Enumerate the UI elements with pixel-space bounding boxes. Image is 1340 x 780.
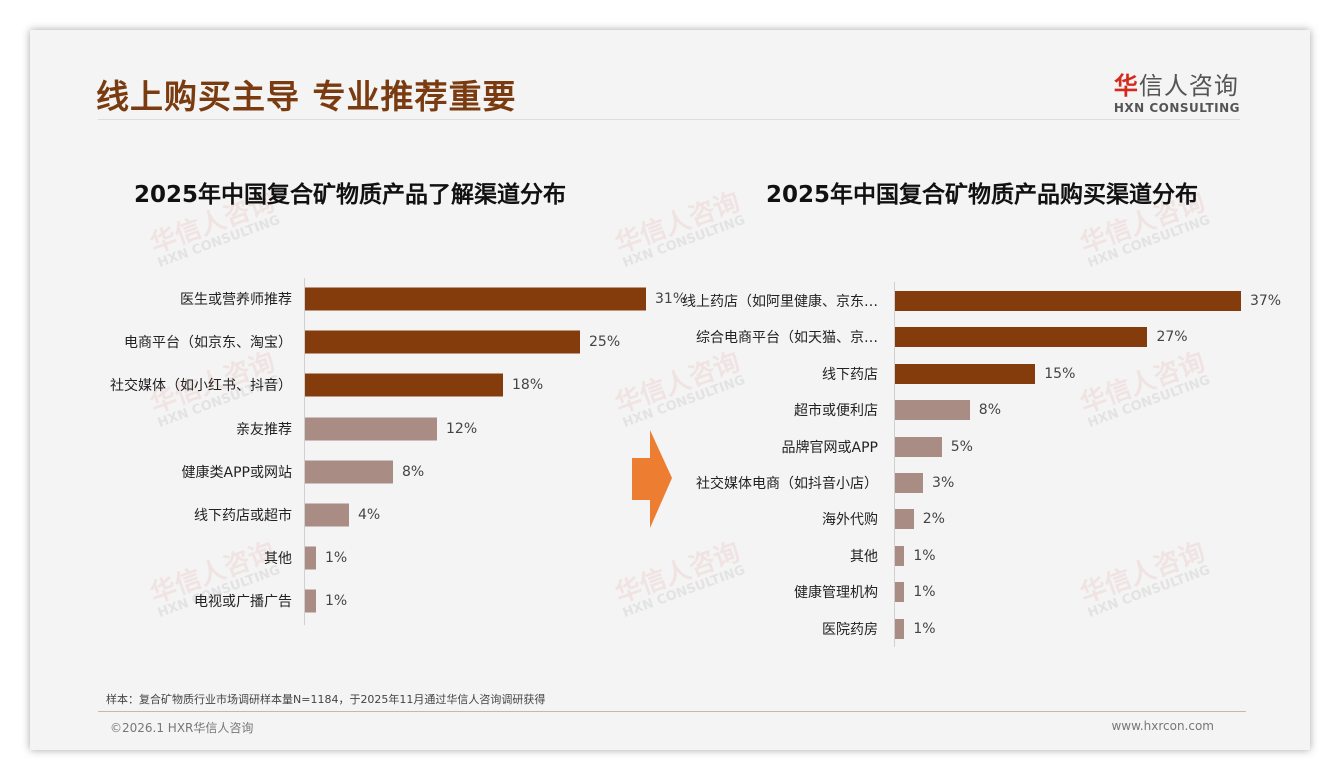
page-title: 线上购买主导 专业推荐重要 (96, 77, 517, 116)
category-label: 亲友推荐 (236, 421, 292, 438)
bar (305, 503, 349, 527)
bar (305, 417, 437, 441)
website-link[interactable]: www.hxrcon.com (1111, 719, 1214, 733)
slide: 华信人咨询 HXN CONSULTING 华信人咨询 HXN CONSULTING 华信… (30, 30, 1310, 750)
category-label: 线上药店（如阿里健康、京东… (682, 294, 878, 310)
value-label: 31% (655, 291, 687, 307)
value-label: 1% (913, 584, 936, 601)
value-label: 3% (932, 475, 955, 491)
category-label: 健康类APP或网站 (181, 464, 292, 481)
category-label: 医院药房 (822, 621, 878, 638)
bar (305, 330, 580, 354)
value-label: 1% (913, 620, 936, 637)
bar (895, 400, 970, 421)
value-label: 8% (402, 463, 425, 480)
bar (895, 618, 905, 639)
y-axis-line (894, 282, 895, 647)
bar (305, 460, 393, 484)
watermark: 华信人咨询 HXN CONSULTING (1076, 347, 1213, 431)
bar (895, 473, 924, 493)
value-label: 12% (446, 420, 478, 437)
category-label: 电商平台（如京东、淘宝） (124, 335, 292, 352)
logo: 华信人咨询 HXN CONSULTING (1114, 66, 1240, 115)
category-label: 其他 (850, 548, 878, 565)
category-label: 电视或广播广告 (194, 594, 292, 611)
footer-divider (98, 711, 1246, 712)
bar (895, 509, 914, 530)
logo-cn-red: 华 (1113, 72, 1139, 100)
bar (895, 545, 905, 566)
value-label: 2% (922, 511, 945, 528)
bar (895, 436, 942, 457)
category-label: 健康管理机构 (794, 585, 878, 602)
category-label: 线下药店 (822, 366, 878, 383)
logo-cn: 信人咨询 (1138, 72, 1239, 100)
header-divider (98, 119, 1240, 120)
category-label: 海外代购 (822, 512, 878, 529)
category-label: 医生或营养师推荐 (180, 292, 292, 308)
bar (895, 327, 1148, 348)
value-label: 8% (978, 402, 1002, 419)
bar (305, 287, 646, 311)
left-chart-title: 2025年中国复合矿物质产品了解渠道分布 (133, 182, 567, 208)
value-label: 18% (512, 377, 544, 394)
bar (305, 546, 316, 570)
category-label: 综合电商平台（如天猫、京… (696, 330, 878, 347)
watermark: 华信人咨询 HXN CONSULTING (611, 187, 748, 271)
logo-en: HXN CONSULTING (1113, 101, 1240, 115)
watermark: 华信人咨询 HXN CONSULTING (611, 347, 748, 431)
category-label: 其他 (264, 551, 292, 568)
bar (305, 589, 316, 613)
bar (895, 363, 1036, 384)
value-label: 5% (950, 438, 973, 455)
bar (305, 373, 503, 397)
category-label: 品牌官网或APP (781, 439, 878, 456)
watermark: 华信人咨询 HXN CONSULTING (611, 537, 748, 621)
value-label: 1% (325, 550, 348, 567)
copyright: ©2026.1 HXR华信人咨询 (110, 721, 254, 735)
y-axis-line (304, 278, 305, 625)
category-label: 社交媒体电商（如抖音小店） (696, 476, 878, 492)
bar (895, 291, 1241, 311)
watermark: 华信人咨询 HXN CONSULTING (1076, 537, 1213, 621)
bar (895, 582, 905, 603)
value-label: 27% (1156, 329, 1188, 346)
right-chart-title: 2025年中国复合矿物质产品购买渠道分布 (765, 182, 1199, 208)
sample-note: 样本：复合矿物质行业市场调研样本量N=1184，于2025年11月通过华信人咨询… (106, 693, 546, 706)
category-label: 超市或便利店 (794, 403, 878, 420)
value-label: 37% (1249, 293, 1282, 309)
category-label: 线下药店或超市 (194, 508, 292, 524)
arrow-right-icon (632, 430, 672, 528)
value-label: 4% (358, 507, 381, 523)
value-label: 15% (1044, 365, 1076, 382)
value-label: 1% (913, 547, 936, 564)
category-label: 社交媒体（如小红书、抖音） (110, 378, 292, 395)
value-label: 1% (325, 593, 348, 610)
value-label: 25% (589, 334, 621, 351)
